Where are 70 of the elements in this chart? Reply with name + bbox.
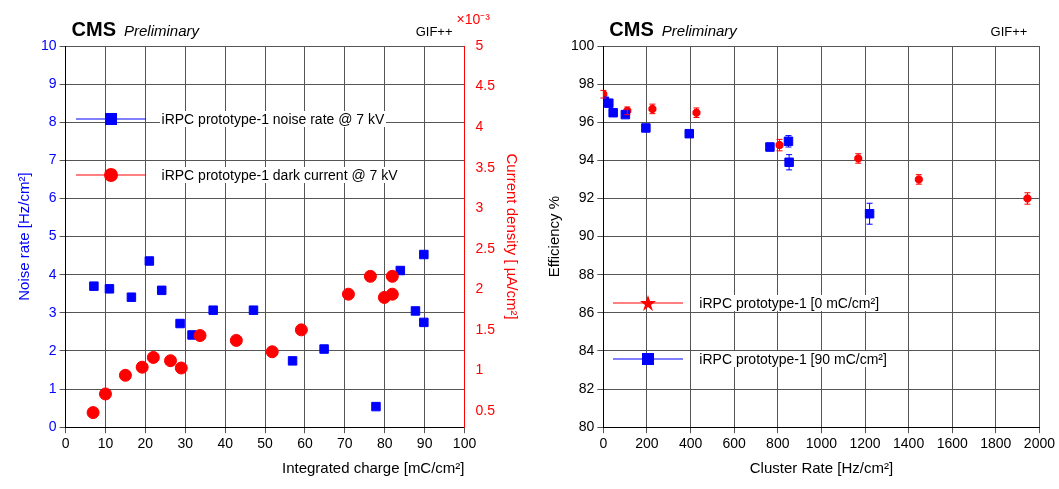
y-tick-label: 9 [48, 74, 57, 91]
x-tick-label: 200 [635, 435, 659, 452]
y-tick-label: 5 [48, 227, 57, 244]
y2-tick-label: 0.5 [475, 401, 496, 418]
y-tick-label: 7 [48, 151, 57, 168]
text: GIF++ [990, 24, 1028, 39]
x-tick-label: 0 [599, 435, 608, 452]
y-tick-label: 92 [578, 189, 595, 206]
y-tick-label: 3 [48, 303, 57, 320]
x-tick-label: 600 [722, 435, 747, 452]
y-tick-label: 8 [48, 113, 57, 130]
y-tick-label: 86 [578, 303, 595, 320]
x-tick-label: 70 [337, 435, 353, 452]
y-tick-label: 84 [578, 341, 595, 358]
x-tick-label: 1000 [805, 435, 838, 452]
legend-label: iRPC prototype-1 [0 mC/cm²] [697, 295, 882, 312]
x-tick-label: 0 [61, 435, 70, 452]
x-axis-title: Cluster Rate [Hz/cm²] [749, 459, 894, 477]
x-tick-label: 1600 [936, 435, 968, 452]
y-axis-title: Efficiency % [545, 195, 563, 278]
x-tick-label: 60 [297, 435, 313, 452]
text: ×10⁻³ [456, 11, 491, 27]
text: GIF++ [415, 24, 453, 39]
y2-tick-label: 4 [475, 117, 484, 134]
y-tick-label: 88 [578, 265, 595, 282]
x-tick-label: 10 [97, 435, 114, 452]
x-tick-label: 40 [217, 435, 234, 452]
chart-title: CMS [609, 18, 654, 40]
legend-label: iRPC prototype-1 [90 mC/cm²] [697, 351, 889, 368]
y-tick-label: 2 [48, 341, 57, 358]
y-tick-label: 90 [578, 227, 595, 244]
chart-title: CMS [71, 18, 117, 40]
y2-tick-label: 5 [475, 36, 484, 53]
y2-tick-label: 2.5 [475, 239, 496, 256]
x-tick-label: 800 [766, 435, 790, 452]
x-tick-label: 30 [177, 435, 194, 452]
x-tick-label: 1800 [980, 435, 1012, 452]
y2-tick-label: 1 [475, 361, 484, 378]
y-tick-label: 0 [48, 418, 57, 435]
legend-label: iRPC prototype-1 dark current @ 7 kV [159, 167, 400, 183]
y2-tick-label: 2 [475, 280, 484, 297]
y2-tick-label: 4.5 [475, 77, 496, 94]
y-tick-label: 98 [578, 74, 595, 91]
chart-subtitle: Preliminary [661, 22, 739, 39]
y2-axis-title: Current density [ µA/cm²] [503, 153, 521, 320]
y2-tick-label: 3 [475, 199, 484, 216]
y-tick-label: 96 [578, 113, 595, 130]
y-tick-label: 82 [578, 379, 595, 396]
y-tick-label: 10 [40, 36, 57, 53]
y-tick-label: 80 [578, 418, 595, 435]
x-tick-label: 50 [257, 435, 274, 452]
y-tick-label: 100 [571, 36, 595, 53]
x-tick-label: 90 [416, 435, 433, 452]
x-tick-label: 2000 [1023, 435, 1056, 452]
x-axis-title: Integrated charge [mC/cm²] [281, 459, 465, 477]
x-tick-label: 1400 [893, 435, 925, 452]
y-tick-label: 1 [48, 379, 57, 396]
x-tick-label: 400 [678, 435, 703, 452]
legend-label: iRPC prototype-1 noise rate @ 7 kV [159, 111, 387, 127]
y2-tick-label: 3.5 [475, 158, 496, 175]
y-tick-label: 6 [48, 189, 57, 206]
x-tick-label: 20 [137, 435, 154, 452]
y-tick-label: 4 [48, 265, 57, 282]
x-tick-label: 80 [376, 435, 393, 452]
chart-subtitle: Preliminary [124, 22, 201, 39]
y2-tick-label: 1.5 [475, 320, 496, 337]
x-tick-label: 1200 [849, 435, 881, 452]
y-axis-title: Noise rate [Hz/cm²] [15, 172, 33, 301]
x-tick-label: 100 [452, 435, 477, 452]
y-tick-label: 94 [578, 151, 595, 168]
